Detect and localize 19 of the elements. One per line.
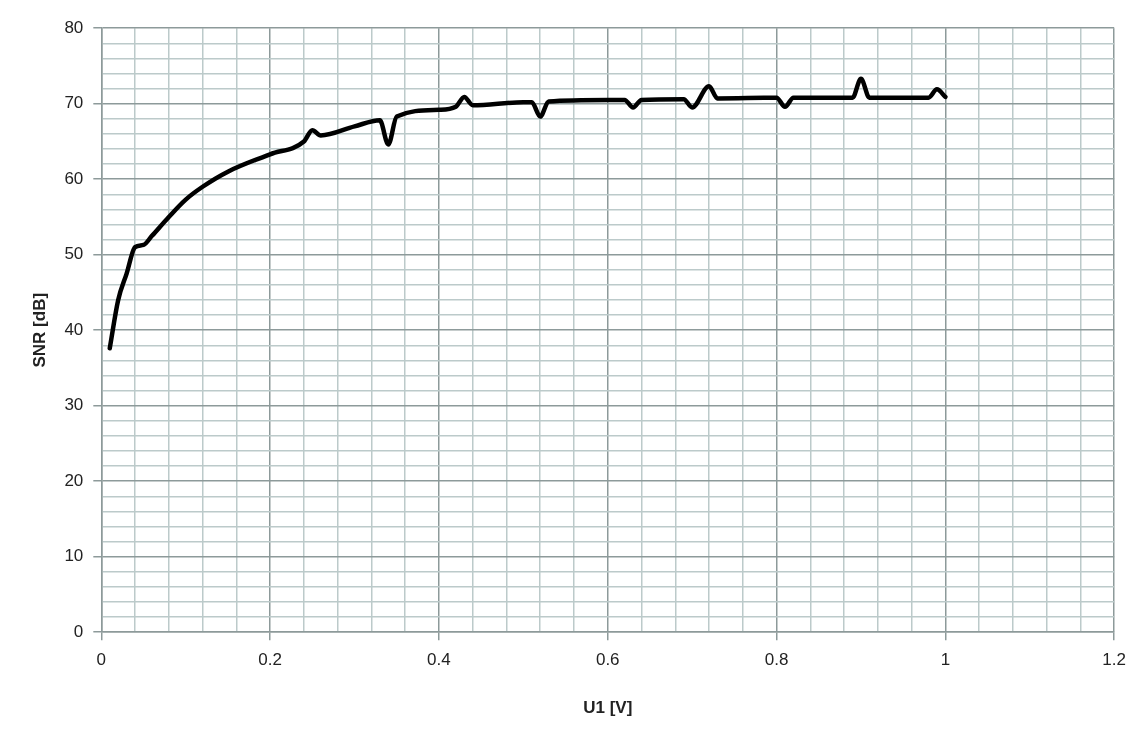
y-tick-label: 70 <box>64 93 84 113</box>
x-tick-label: 0.4 <box>427 650 451 670</box>
y-tick-label: 60 <box>64 168 84 188</box>
x-tick-label: 0 <box>96 650 107 670</box>
y-tick-label: 10 <box>64 546 84 566</box>
x-axis-title: U1 [V] <box>583 698 633 718</box>
x-tick-label: 0.2 <box>258 650 282 670</box>
y-tick-label: 20 <box>64 470 84 490</box>
y-tick-label: 80 <box>64 17 84 37</box>
y-tick-label: 0 <box>73 621 84 641</box>
x-tick-label: 1.2 <box>1102 650 1126 670</box>
x-tick-label: 1 <box>940 650 951 670</box>
y-tick-label: 30 <box>64 395 84 415</box>
x-tick-label: 0.6 <box>595 650 620 670</box>
y-tick-label: 40 <box>64 319 84 339</box>
y-tick-label: 50 <box>64 244 84 264</box>
y-axis-title: SNR [dB] <box>29 292 49 368</box>
x-tick-label: 0.8 <box>764 650 789 670</box>
line-series <box>107 76 948 351</box>
